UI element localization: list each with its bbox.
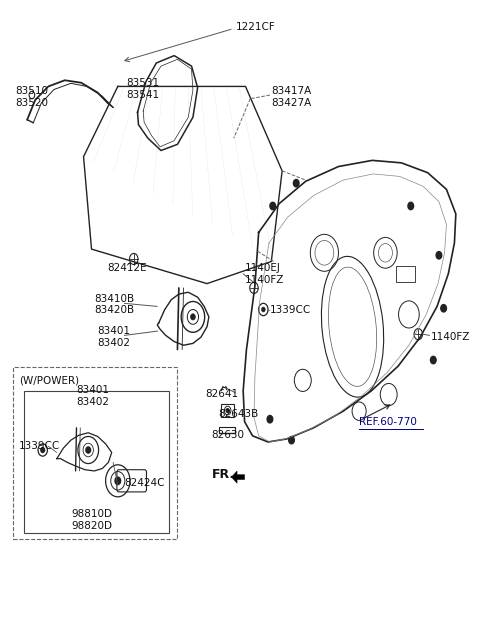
Text: 1140FZ: 1140FZ [431,332,470,342]
Circle shape [267,415,273,423]
Circle shape [86,447,91,453]
Text: 83531
83541: 83531 83541 [126,78,159,100]
Text: 82643B: 82643B [218,409,259,419]
Circle shape [191,314,195,320]
Circle shape [288,436,294,444]
Text: 1339CC: 1339CC [270,305,311,314]
Text: 1221CF: 1221CF [236,22,276,32]
Circle shape [115,477,120,485]
Circle shape [226,409,229,412]
Text: 82630: 82630 [211,430,244,439]
Text: 82424C: 82424C [124,478,165,488]
Circle shape [270,202,276,210]
Text: 82412E: 82412E [107,262,147,272]
Polygon shape [231,471,245,483]
Text: 82641: 82641 [205,389,239,399]
Circle shape [262,307,265,312]
Bar [221,404,234,417]
Text: 83401
83402: 83401 83402 [97,326,131,348]
Text: 1140EJ
1140FZ: 1140EJ 1140FZ [245,263,284,285]
Text: 83417A
83427A: 83417A 83427A [271,86,312,108]
Circle shape [408,202,414,210]
Text: 83410B
83420B: 83410B 83420B [95,294,134,315]
Circle shape [436,251,442,259]
Circle shape [441,305,446,312]
Circle shape [431,357,436,364]
Text: FR.: FR. [212,468,235,481]
Text: 1339CC: 1339CC [19,441,60,451]
Circle shape [41,448,45,452]
Text: 98810D
98820D: 98810D 98820D [72,509,113,531]
Text: 83401
83402: 83401 83402 [76,385,109,407]
Text: REF.60-770: REF.60-770 [359,417,417,426]
Text: 83510
83520: 83510 83520 [15,86,48,108]
Circle shape [293,180,299,187]
Bar [396,266,415,282]
Text: (W/POWER): (W/POWER) [19,375,79,386]
